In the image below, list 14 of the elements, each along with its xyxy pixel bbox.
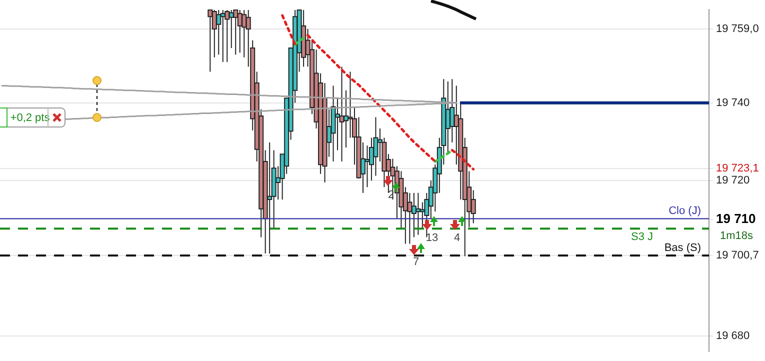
annotation: 4	[454, 232, 460, 244]
y-tick-label: 19 680	[716, 330, 750, 342]
y-tick-label: 19 759,0	[716, 23, 759, 36]
annotation: 13	[426, 232, 438, 244]
y-tick-label: 19 740	[716, 96, 750, 109]
y-tick-label: 19 700,7	[716, 249, 759, 262]
ref-line-label: Clo (J)	[668, 205, 701, 218]
y-tick-label: 19 720	[716, 174, 750, 187]
text: 1m18s	[720, 230, 754, 242]
y-tick-label: 19 710	[716, 210, 756, 226]
annotation: 7	[412, 256, 420, 268]
ref-line-label: S3 J	[630, 231, 653, 244]
ref-line-label: Bas (S)	[664, 242, 701, 254]
y-tick-label: 19 723,1	[716, 162, 759, 174]
